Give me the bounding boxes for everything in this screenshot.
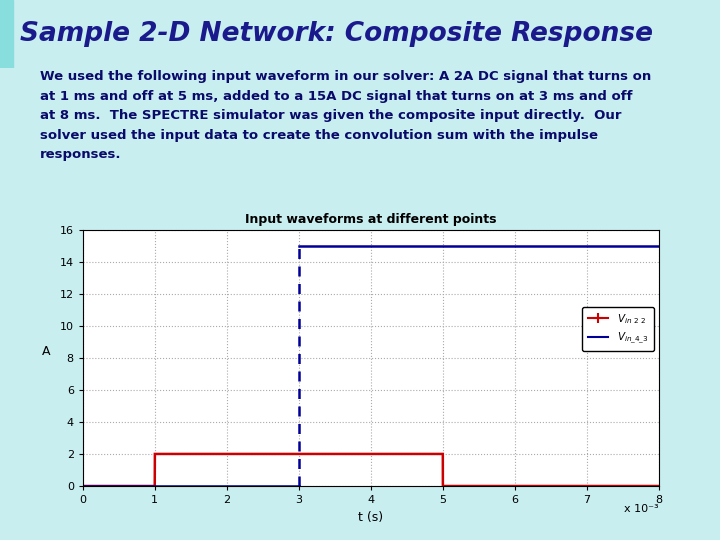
Y-axis label: A: A bbox=[42, 345, 50, 357]
Bar bbox=[0, 0, 13, 68]
Text: We used the following input waveform in our solver: A 2A DC signal that turns on: We used the following input waveform in … bbox=[40, 70, 651, 161]
Text: Sample 2-D Network: Composite Response: Sample 2-D Network: Composite Response bbox=[20, 21, 653, 47]
Text: x 10⁻³: x 10⁻³ bbox=[624, 504, 659, 514]
Title: Input waveforms at different points: Input waveforms at different points bbox=[245, 213, 497, 226]
Legend: $V_{in\ 2\ 2}$, $V_{in\_4\_3}$: $V_{in\ 2\ 2}$, $V_{in\_4\_3}$ bbox=[582, 307, 654, 351]
X-axis label: t (s): t (s) bbox=[359, 511, 383, 524]
